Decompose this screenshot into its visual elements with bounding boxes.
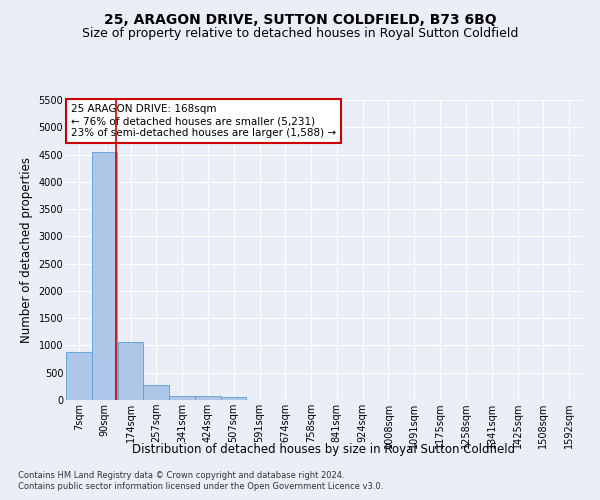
Bar <box>169 396 195 400</box>
Text: Size of property relative to detached houses in Royal Sutton Coldfield: Size of property relative to detached ho… <box>82 28 518 40</box>
Bar <box>118 342 143 400</box>
Bar <box>92 152 117 400</box>
Text: Contains public sector information licensed under the Open Government Licence v3: Contains public sector information licen… <box>18 482 383 491</box>
Bar <box>143 384 169 400</box>
Text: Distribution of detached houses by size in Royal Sutton Coldfield: Distribution of detached houses by size … <box>133 442 515 456</box>
Text: 25, ARAGON DRIVE, SUTTON COLDFIELD, B73 6BQ: 25, ARAGON DRIVE, SUTTON COLDFIELD, B73 … <box>104 12 496 26</box>
Bar <box>221 397 246 400</box>
Text: 25 ARAGON DRIVE: 168sqm
← 76% of detached houses are smaller (5,231)
23% of semi: 25 ARAGON DRIVE: 168sqm ← 76% of detache… <box>71 104 336 138</box>
Text: Contains HM Land Registry data © Crown copyright and database right 2024.: Contains HM Land Registry data © Crown c… <box>18 471 344 480</box>
Bar <box>66 352 92 400</box>
Y-axis label: Number of detached properties: Number of detached properties <box>20 157 33 343</box>
Bar <box>195 396 221 400</box>
